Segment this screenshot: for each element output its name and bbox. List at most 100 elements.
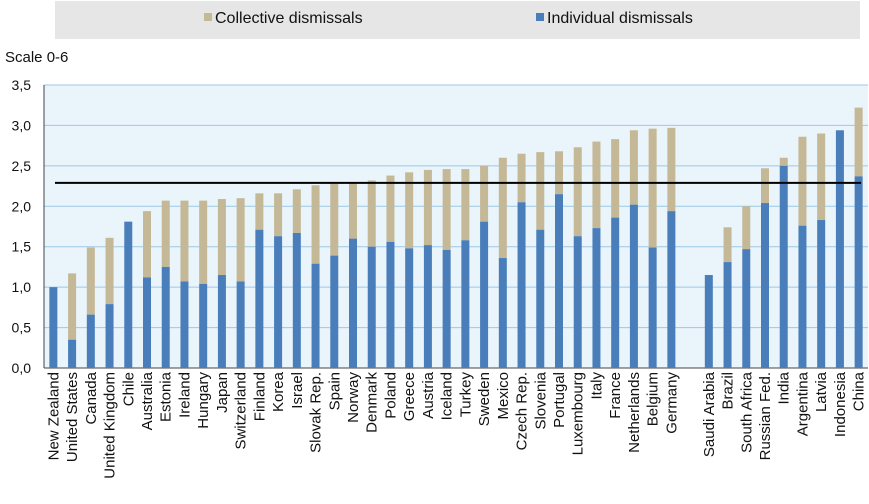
bar-collective: [180, 200, 189, 282]
bar-individual: [611, 217, 620, 368]
bar-individual: [330, 255, 339, 368]
bar-collective: [611, 139, 620, 218]
x-tick-label: Sweden: [476, 372, 493, 426]
bar-individual: [311, 263, 320, 368]
bar-collective: [311, 185, 320, 264]
y-tick-label: 3,0: [12, 117, 32, 133]
bar-individual: [536, 229, 545, 368]
legend-label-collective: Collective dismissals: [215, 10, 363, 27]
bar-collective: [423, 169, 432, 246]
bar-individual: [592, 228, 601, 368]
bar-individual: [68, 339, 77, 368]
y-axis-scale-label: Scale 0-6: [5, 49, 69, 66]
bar-collective: [779, 157, 788, 166]
bar-collective: [480, 165, 489, 222]
x-tick-label: United States: [64, 372, 81, 462]
bar-individual: [386, 241, 395, 368]
x-tick-label: Switzerland: [233, 372, 250, 450]
bar-individual: [49, 287, 58, 368]
bar-individual: [161, 266, 170, 368]
bar-individual: [704, 275, 713, 368]
bar-collective: [648, 128, 657, 248]
bar-collective: [761, 168, 769, 204]
bar-collective: [817, 133, 826, 221]
bar-individual: [105, 304, 114, 368]
x-tick-label: Latvia: [813, 371, 830, 412]
bar-collective: [461, 169, 470, 241]
bar-collective: [798, 136, 807, 226]
bar-collective: [367, 180, 376, 247]
bar-individual: [854, 176, 863, 368]
bar-collective: [143, 211, 151, 278]
bar-collective: [199, 200, 208, 284]
x-tick-label: Norway: [345, 372, 362, 423]
bar-individual: [779, 165, 788, 368]
bar-collective: [217, 199, 226, 276]
x-tick-label: Poland: [382, 372, 399, 419]
bar-individual: [555, 194, 563, 368]
legend-item-individual: Individual dismissals: [536, 10, 693, 28]
bar-collective: [536, 152, 545, 230]
x-tick-label: Australia: [139, 371, 156, 430]
x-tick-label: Chile: [120, 372, 137, 406]
x-tick-label: Slovenia: [532, 371, 549, 429]
y-tick-label: 0,5: [12, 320, 32, 336]
y-tick-label: 2,5: [12, 158, 32, 174]
y-tick-label: 3,5: [12, 77, 32, 93]
x-tick-label: Luxembourg: [570, 372, 587, 455]
bar-collective: [236, 198, 245, 282]
bar-individual: [349, 238, 357, 368]
bar-collective: [629, 130, 638, 205]
bar-individual: [573, 236, 582, 368]
x-tick-label: Argentina: [794, 371, 811, 436]
x-tick-label: India: [776, 371, 793, 404]
bar-collective: [517, 153, 526, 203]
x-tick-label: Russian Fed.: [757, 372, 774, 460]
bar-collective: [498, 157, 507, 259]
x-tick-label: Belgium: [645, 372, 662, 426]
bar-individual: [517, 202, 526, 368]
x-tick-label: New Zealand: [45, 372, 62, 460]
x-tick-label: Turkey: [457, 372, 474, 418]
bar-individual: [86, 314, 95, 368]
bar-individual: [723, 262, 732, 368]
x-tick-label: Italy: [588, 372, 605, 400]
bar-collective: [161, 200, 170, 267]
x-tick-label: Canada: [83, 371, 100, 424]
bar-collective: [854, 107, 863, 177]
bar-collective: [255, 193, 264, 230]
bar-individual: [217, 275, 226, 368]
bar-collective: [723, 227, 732, 263]
x-tick-label: Netherlands: [626, 372, 643, 453]
x-tick-label: Saudi Arabia: [701, 371, 718, 457]
bar-individual: [761, 203, 769, 368]
bar-individual: [274, 236, 283, 368]
bar-collective: [573, 147, 582, 237]
bar-individual: [480, 221, 489, 368]
bar-collective: [386, 175, 395, 242]
bar-collective: [105, 237, 114, 305]
legend-label-individual: Individual dismissals: [547, 10, 693, 27]
bar-individual: [817, 220, 826, 368]
bar-individual: [798, 225, 807, 368]
bar-individual: [124, 221, 133, 368]
bar-individual: [292, 232, 301, 368]
bar-collective: [592, 141, 601, 229]
x-tick-label: Israel: [289, 372, 306, 409]
x-tick-label: Iceland: [439, 372, 456, 420]
x-tick-label: Germany: [663, 372, 680, 434]
x-tick-label: Spain: [326, 372, 343, 410]
bar-collective: [274, 193, 283, 237]
bar-individual: [461, 240, 470, 368]
x-tick-label: Korea: [270, 371, 287, 412]
y-tick-label: 1,5: [12, 239, 32, 255]
bar-individual: [236, 281, 245, 368]
x-tick-label: Hungary: [195, 372, 212, 429]
bar-individual: [199, 283, 208, 368]
y-tick-label: 2,0: [12, 198, 32, 214]
bar-collective: [349, 182, 357, 239]
bar-individual: [629, 204, 638, 368]
x-tick-label: Slovak Rep.: [308, 372, 325, 453]
bar-collective: [330, 183, 339, 256]
